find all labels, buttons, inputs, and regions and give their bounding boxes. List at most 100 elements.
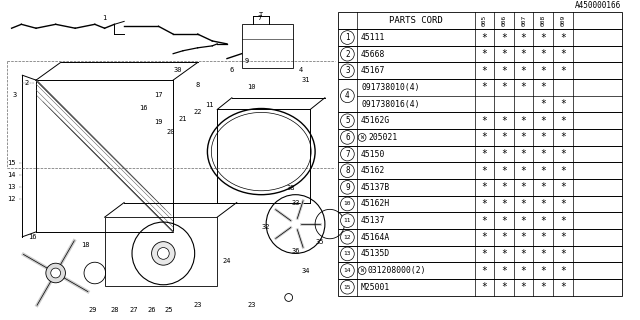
Bar [338,146,621,162]
Text: 24: 24 [223,258,231,264]
Text: *: * [521,49,527,59]
Text: 45162: 45162 [361,166,385,175]
Text: *: * [501,33,507,43]
Text: *: * [540,166,546,176]
Text: 7: 7 [345,149,349,158]
Bar [338,179,621,196]
Text: 35: 35 [316,239,324,245]
Bar [338,229,621,245]
Text: *: * [481,66,488,76]
Circle shape [340,31,355,44]
Text: *: * [521,232,527,242]
Text: 45164A: 45164A [361,233,390,242]
Circle shape [152,242,175,265]
Text: 10: 10 [344,202,351,206]
Text: *: * [540,216,546,226]
Text: 14: 14 [7,172,16,178]
Text: *: * [560,49,566,59]
Text: 32: 32 [262,224,270,230]
Text: 11: 11 [205,101,214,108]
Circle shape [358,267,366,275]
Circle shape [358,133,366,141]
Text: *: * [521,116,527,126]
Bar [338,212,621,229]
Text: *: * [521,83,527,92]
Bar [338,245,621,262]
Circle shape [340,131,355,144]
Text: M25001: M25001 [361,283,390,292]
Circle shape [340,114,355,128]
Text: *: * [540,33,546,43]
Circle shape [285,293,292,301]
Text: *: * [521,149,527,159]
Text: *: * [481,199,488,209]
Text: *: * [521,216,527,226]
Text: *: * [521,132,527,142]
Text: *: * [540,266,546,276]
Text: *: * [481,216,488,226]
Bar [338,112,621,129]
Text: *: * [521,249,527,259]
Text: W: W [360,268,364,273]
Text: 4: 4 [345,91,349,100]
Text: 16: 16 [28,234,36,240]
Text: *: * [540,149,546,159]
Bar [338,262,621,279]
Text: *: * [560,33,566,43]
Text: 8: 8 [195,82,200,88]
Circle shape [46,263,65,283]
Bar [338,12,621,29]
Text: 007: 007 [521,15,526,26]
Text: *: * [501,49,507,59]
Bar [242,24,292,68]
Text: 34: 34 [301,268,310,274]
Text: 45111: 45111 [361,33,385,42]
Text: 13: 13 [7,184,16,190]
Text: *: * [481,33,488,43]
Text: 7: 7 [257,15,261,21]
Text: *: * [521,182,527,192]
Circle shape [340,197,355,211]
Circle shape [340,280,355,294]
Text: *: * [501,132,507,142]
Text: *: * [481,132,488,142]
Text: *: * [481,182,488,192]
Text: *: * [521,33,527,43]
Text: *: * [501,232,507,242]
Bar [338,79,621,112]
Text: 4: 4 [298,67,303,73]
Text: 006: 006 [502,15,507,26]
Text: 2: 2 [345,50,349,59]
Text: 16: 16 [140,105,148,110]
Text: 45162H: 45162H [361,199,390,208]
Text: 9: 9 [345,183,349,192]
Text: 45137B: 45137B [361,183,390,192]
Text: *: * [481,232,488,242]
Text: *: * [560,66,566,76]
Text: 22: 22 [193,109,202,116]
Text: *: * [501,282,507,292]
Text: *: * [560,132,566,142]
Text: *: * [540,232,546,242]
Text: *: * [560,282,566,292]
Text: 5: 5 [345,116,349,125]
Circle shape [340,214,355,228]
Text: 12: 12 [7,196,16,202]
Text: 45668: 45668 [361,50,385,59]
Text: *: * [481,149,488,159]
Text: *: * [481,249,488,259]
Text: 38: 38 [286,185,295,191]
Text: *: * [481,49,488,59]
Text: *: * [481,266,488,276]
Circle shape [340,180,355,194]
Text: *: * [521,66,527,76]
Text: 205021: 205021 [368,133,397,142]
Text: 19: 19 [154,119,163,125]
Text: *: * [521,199,527,209]
Text: *: * [540,249,546,259]
Text: A450000166: A450000166 [575,1,621,10]
Text: *: * [560,182,566,192]
Bar [338,29,621,46]
Text: *: * [521,266,527,276]
Text: *: * [560,232,566,242]
